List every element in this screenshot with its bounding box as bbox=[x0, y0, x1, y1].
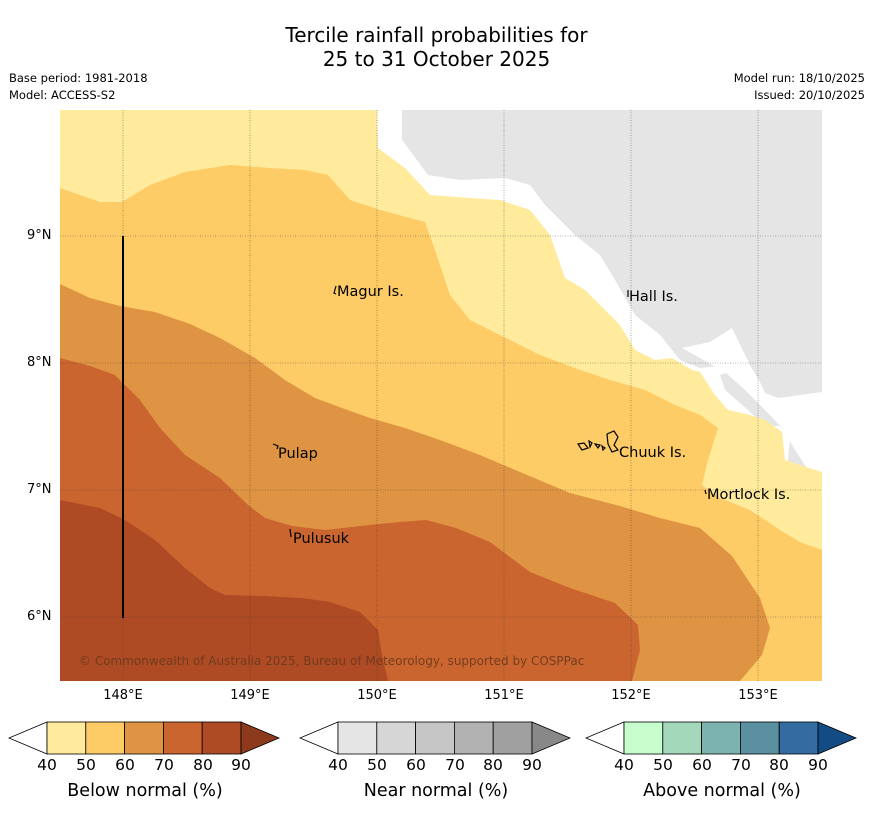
below-tick: 90 bbox=[231, 756, 251, 774]
near-colorbar-bin bbox=[415, 721, 455, 755]
lat-label-7n: 7°N bbox=[27, 482, 52, 497]
place-chuuk: Chuuk Is. bbox=[619, 445, 687, 461]
below-colorbar-bin bbox=[162, 721, 203, 755]
near-colorbar-bin bbox=[492, 721, 533, 755]
magur-island-shape bbox=[333, 285, 337, 295]
below-colorbar-low-end bbox=[7, 721, 48, 755]
above-tick: 80 bbox=[769, 756, 789, 774]
lon-label-150e: 150°E bbox=[357, 688, 397, 703]
near-colorbar-bin bbox=[376, 721, 417, 755]
above-normal-title: Above normal (%) bbox=[643, 781, 801, 801]
pulap-island-shape bbox=[272, 443, 279, 450]
near-tick: 60 bbox=[406, 756, 426, 774]
forecast-map bbox=[60, 110, 822, 681]
above-colorbar-svg bbox=[584, 721, 858, 755]
above-colorbar-high-end bbox=[817, 721, 858, 755]
graticule bbox=[60, 110, 822, 681]
lon-label-148e: 148°E bbox=[103, 688, 143, 703]
above-normal-colorbar bbox=[584, 721, 859, 759]
place-hall: Hall Is. bbox=[629, 289, 678, 305]
map-title-line2: 25 to 31 October 2025 bbox=[322, 47, 551, 71]
near-normal-title: Near normal (%) bbox=[363, 781, 509, 801]
lat-label-6n: 6°N bbox=[27, 609, 52, 624]
near-tick: 50 bbox=[367, 756, 387, 774]
above-colorbar-bin bbox=[662, 721, 703, 755]
near-colorbar-high-end bbox=[531, 721, 572, 755]
near-tick: 90 bbox=[522, 756, 542, 774]
near-colorbar-svg bbox=[298, 721, 572, 755]
near-tick: 80 bbox=[483, 756, 503, 774]
below-tick: 80 bbox=[193, 756, 213, 774]
near-tick: 40 bbox=[328, 756, 348, 774]
below-normal-title: Below normal (%) bbox=[67, 781, 223, 801]
above-colorbar-bin bbox=[739, 721, 780, 755]
below-tick: 60 bbox=[115, 756, 135, 774]
mortlock-island-shape bbox=[704, 489, 707, 495]
below-tick: 40 bbox=[37, 756, 57, 774]
below-colorbar-high-end bbox=[240, 721, 281, 755]
place-pulap: Pulap bbox=[278, 446, 318, 462]
model-name: Model: ACCESS-S2 bbox=[9, 88, 116, 102]
lon-label-151e: 151°E bbox=[484, 688, 524, 703]
above-colorbar-bin bbox=[778, 721, 819, 755]
islands bbox=[272, 285, 707, 538]
near-normal-colorbar bbox=[298, 721, 573, 759]
above-tick: 40 bbox=[614, 756, 634, 774]
below-tick: 50 bbox=[76, 756, 96, 774]
lat-label-9n: 9°N bbox=[27, 228, 52, 243]
above-tick: 70 bbox=[731, 756, 751, 774]
above-tick: 50 bbox=[653, 756, 673, 774]
below-tick: 70 bbox=[154, 756, 174, 774]
issued-date: Issued: 20/10/2025 bbox=[754, 88, 865, 102]
above-colorbar-low-end bbox=[584, 721, 625, 755]
below-colorbar-bin bbox=[201, 721, 242, 755]
below-normal-colorbar bbox=[7, 721, 282, 759]
below-colorbar-bin bbox=[124, 721, 164, 755]
above-colorbar-bin bbox=[701, 721, 741, 755]
above-tick: 90 bbox=[808, 756, 828, 774]
base-period: Base period: 1981-2018 bbox=[9, 71, 148, 85]
lon-label-152e: 152°E bbox=[611, 688, 651, 703]
below-colorbar-bin bbox=[46, 721, 87, 755]
lon-label-149e: 149°E bbox=[230, 688, 270, 703]
lat-label-8n: 8°N bbox=[27, 355, 52, 370]
pulusuk-island-shape bbox=[289, 528, 292, 538]
place-pulusuk: Pulusuk bbox=[293, 531, 350, 547]
place-magur: Magur Is. bbox=[337, 284, 404, 300]
above-tick: 60 bbox=[692, 756, 712, 774]
chuuk-island-shape bbox=[576, 430, 620, 453]
below-colorbar-svg bbox=[7, 721, 281, 755]
model-run: Model run: 18/10/2025 bbox=[733, 71, 865, 85]
map-canvas bbox=[60, 110, 822, 681]
copyright-notice: © Commonwealth of Australia 2025, Bureau… bbox=[79, 654, 585, 668]
above-colorbar-bin bbox=[623, 721, 664, 755]
near-normal-region bbox=[402, 110, 822, 505]
below-colorbar-bin bbox=[85, 721, 126, 755]
near-colorbar-bin bbox=[337, 721, 378, 755]
near-colorbar-low-end bbox=[298, 721, 339, 755]
lon-label-153e: 153°E bbox=[738, 688, 778, 703]
near-tick: 70 bbox=[445, 756, 465, 774]
near-colorbar-bin bbox=[453, 721, 494, 755]
below-90-region bbox=[60, 500, 388, 681]
map-title-line1: Tercile rainfall probabilities for bbox=[285, 23, 588, 47]
place-mortlock: Mortlock Is. bbox=[707, 487, 791, 503]
